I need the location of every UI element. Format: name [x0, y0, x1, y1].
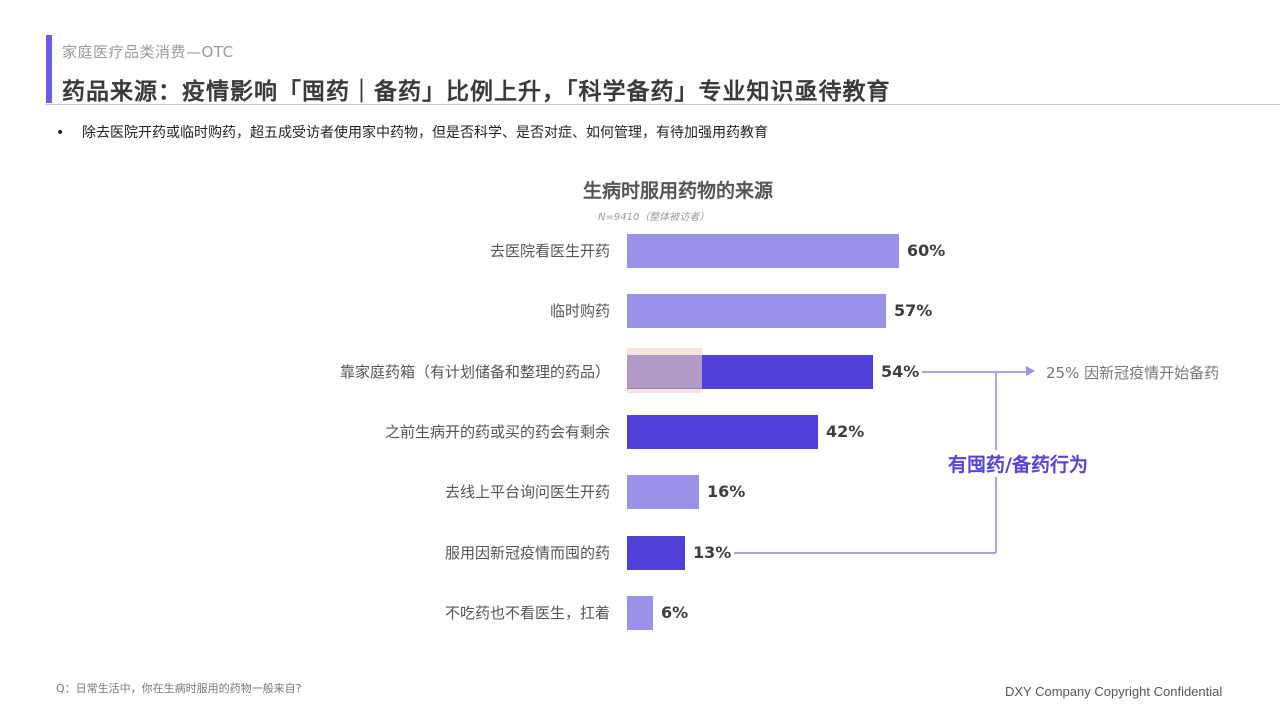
bar: [627, 234, 899, 268]
annotation-covid-stockpile: 25% 因新冠疫情开始备药: [1046, 364, 1220, 382]
bar-value: 57%: [894, 301, 933, 320]
chart-title: 生病时服用药物的来源: [583, 180, 774, 202]
bar-value: 54%: [881, 362, 920, 381]
chart-row: 去线上平台询问医生开药 16%: [0, 475, 1280, 509]
bar-value: 13%: [693, 543, 732, 562]
bar-label: 之前生病开的药或买的药会有剩余: [384, 423, 610, 441]
chart-row: 服用因新冠疫情而囤的药 13%: [0, 536, 1280, 570]
header-accent-bar: [46, 35, 52, 103]
copyright-notice: DXY Company Copyright Confidential: [1005, 684, 1223, 699]
annotation-arrow-line: [922, 371, 1028, 373]
bar-value: 42%: [826, 422, 865, 441]
annotation-stockpile-group: 有囤药/备药行为: [946, 450, 1090, 477]
bar-label: 去线上平台询问医生开药: [444, 483, 610, 501]
bar-label: 靠家庭药箱（有计划储备和整理的药品）: [339, 363, 610, 381]
group-bracket-horizontal: [734, 552, 996, 554]
bar: [627, 536, 685, 570]
bar-value: 60%: [907, 241, 946, 260]
bar-value: 6%: [661, 603, 689, 622]
bar: [627, 596, 653, 630]
chart-row: 临时购药 57%: [0, 294, 1280, 328]
chart-row: 去医院看医生开药 60%: [0, 234, 1280, 268]
bar: [627, 294, 886, 328]
covid-stockpile-portion: [627, 355, 702, 388]
header-divider: [46, 104, 1280, 105]
bar-label: 服用因新冠疫情而囤的药: [444, 544, 610, 562]
bar: [627, 475, 699, 509]
chart-row: 不吃药也不看医生，扛着 6%: [0, 596, 1280, 630]
section-subtitle: 家庭医疗品类消费—OTC: [62, 43, 234, 61]
chart-sample-size: N=9410（整体被访者）: [598, 212, 710, 223]
survey-question: Q：日常生活中，你在生病时服用的药物一般来自?: [56, 682, 302, 695]
summary-bullet: • 除去医院开药或临时购药，超五成受访者使用家中药物，但是否科学、是否对症、如何管…: [56, 122, 768, 142]
page-title: 药品来源：疫情影响「囤药｜备药」比例上升，「科学备药」专业知识亟待教育: [62, 79, 891, 105]
bullet-dot-icon: •: [56, 125, 65, 141]
bar-label: 去医院看医生开药: [489, 242, 610, 260]
bar-label: 不吃药也不看医生，扛着: [444, 604, 610, 622]
chart-row: 之前生病开的药或买的药会有剩余 42%: [0, 415, 1280, 449]
bar-value: 16%: [707, 482, 746, 501]
bar-label: 临时购药: [549, 302, 610, 320]
summary-text: 除去医院开药或临时购药，超五成受访者使用家中药物，但是否科学、是否对症、如何管理…: [82, 125, 768, 141]
bar: [627, 415, 818, 449]
arrow-right-icon: [1026, 366, 1035, 376]
